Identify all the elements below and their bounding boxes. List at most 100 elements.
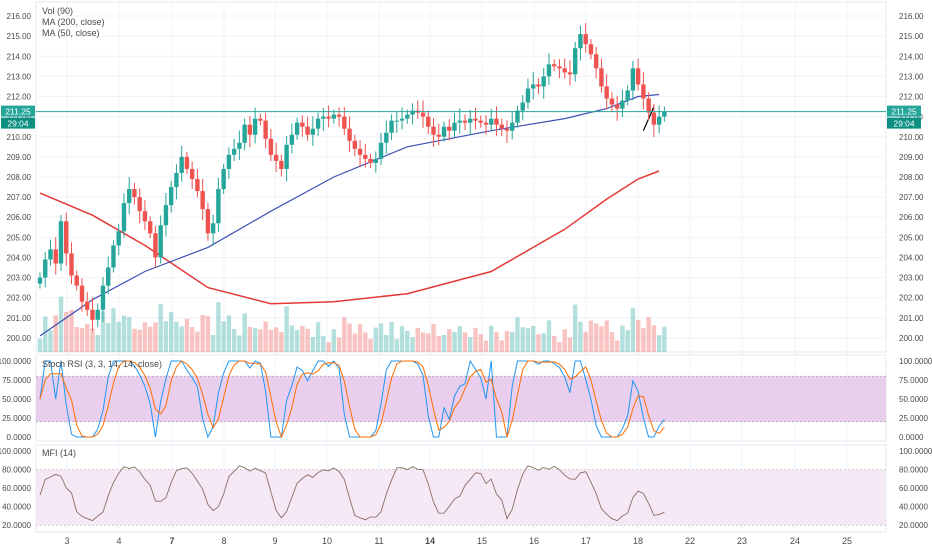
y-tick-label-left: 200.00 [7,334,32,343]
candle-body [221,168,226,190]
candle-body [662,111,667,117]
candle-body [520,102,525,111]
volume-bar [483,340,489,352]
y-tick-label-right: 200.00 [899,334,924,343]
candle-body [195,179,200,192]
candle-body [599,68,604,87]
candle-body [37,277,43,284]
volume-bar [305,328,310,352]
volume-bar [142,322,148,352]
candle-body [352,140,358,149]
legend-volume[interactable]: Vol (90) [42,6,74,16]
volume-bar [384,335,389,352]
candle-body [100,285,106,310]
candle-body [168,187,174,206]
legend-ma200[interactable]: MA (200, close) [42,17,105,27]
candle-body [210,223,216,234]
indicator-bands [36,375,886,526]
candle-body [247,124,253,135]
y-tick-label-left: 208.00 [7,173,32,182]
volume-bar [85,324,90,352]
last-price-label-right: 211.25 [891,107,917,117]
mfi-tick-left: 20.0000 [2,521,31,530]
x-tick-label: 22 [685,536,695,546]
candle-body [483,122,489,125]
candle-body [226,154,232,169]
volume-bar [100,311,106,352]
candle-body [410,110,415,115]
volume-bar [373,327,379,352]
volume-bar [336,337,342,352]
volume-bar [572,304,578,352]
volume-bar [520,327,525,352]
volume-bar [588,320,594,352]
candle-body [158,225,163,258]
volume-bar [69,309,74,352]
volume-bar [258,329,263,352]
candle-body [200,191,205,210]
volume-bar [90,328,95,352]
candle-body [106,267,111,286]
candle-body [336,114,342,117]
volume-bar [268,329,274,352]
candle-body [258,118,263,121]
candle-body [551,64,557,67]
y-tick-label-right: 214.00 [899,52,924,61]
legend-stoch-rsi[interactable]: Stoch RSI (3, 3, 14, 14, close) [42,359,163,369]
legend-mfi[interactable]: MFI (14) [42,448,77,458]
volume-bar [252,328,258,352]
candle-body [536,84,541,87]
candle-body [405,114,410,119]
candle-body [121,203,127,232]
candle-body [426,116,431,127]
candle-body [620,100,625,109]
volume-bar [37,338,43,352]
candle-body [394,120,399,122]
volume-bar [200,315,205,352]
stoch-tick-left: 25.0000 [2,414,31,423]
volume-bar [310,337,316,352]
x-tick-label: 16 [529,536,539,546]
candle-body [184,156,190,169]
volume-bar [651,325,657,352]
candle-body [447,126,452,131]
candle-body [174,172,179,188]
candle-body [478,120,483,123]
volume-bar [357,324,363,352]
candle-body [90,309,95,320]
candle-body [468,118,473,123]
volume-bar [656,335,662,352]
stoch-rsi-legend: Stoch RSI (3, 3, 14, 14, close) [42,359,162,370]
mfi-tick-left: 40.0000 [2,503,31,512]
candle-body [588,44,594,55]
candle-body [64,221,69,254]
candle-body [137,197,142,212]
volume-bar [221,321,226,352]
candle-body [74,275,79,286]
candle-body [572,48,578,75]
volume-bar [441,335,447,352]
legend-ma50[interactable]: MA (50, close) [42,28,100,38]
x-tick-label: 9 [272,536,277,546]
stoch-tick-left: 50.0000 [2,395,31,404]
volume-bar [415,327,420,352]
y-tick-label-right: 210.00 [899,133,924,142]
candle-body [452,122,457,131]
volume-bar [410,337,415,352]
volume-bar [447,329,452,352]
candle-body [132,189,137,198]
candle-body [273,154,279,161]
x-tick-label: 4 [116,536,121,546]
volume-bar [620,325,625,352]
y-tick-label-left: 210.00 [7,133,32,142]
x-tick-label: 14 [425,536,435,546]
volume-bar [153,322,158,352]
volume-bars [37,296,667,352]
candle-body [58,221,64,264]
y-tick-label-left: 214.00 [7,52,32,61]
candle-body [179,156,184,173]
candle-body [347,128,352,141]
countdown-label: 29:04 [893,119,915,129]
last-price-label-right-timer-bg [887,117,921,129]
